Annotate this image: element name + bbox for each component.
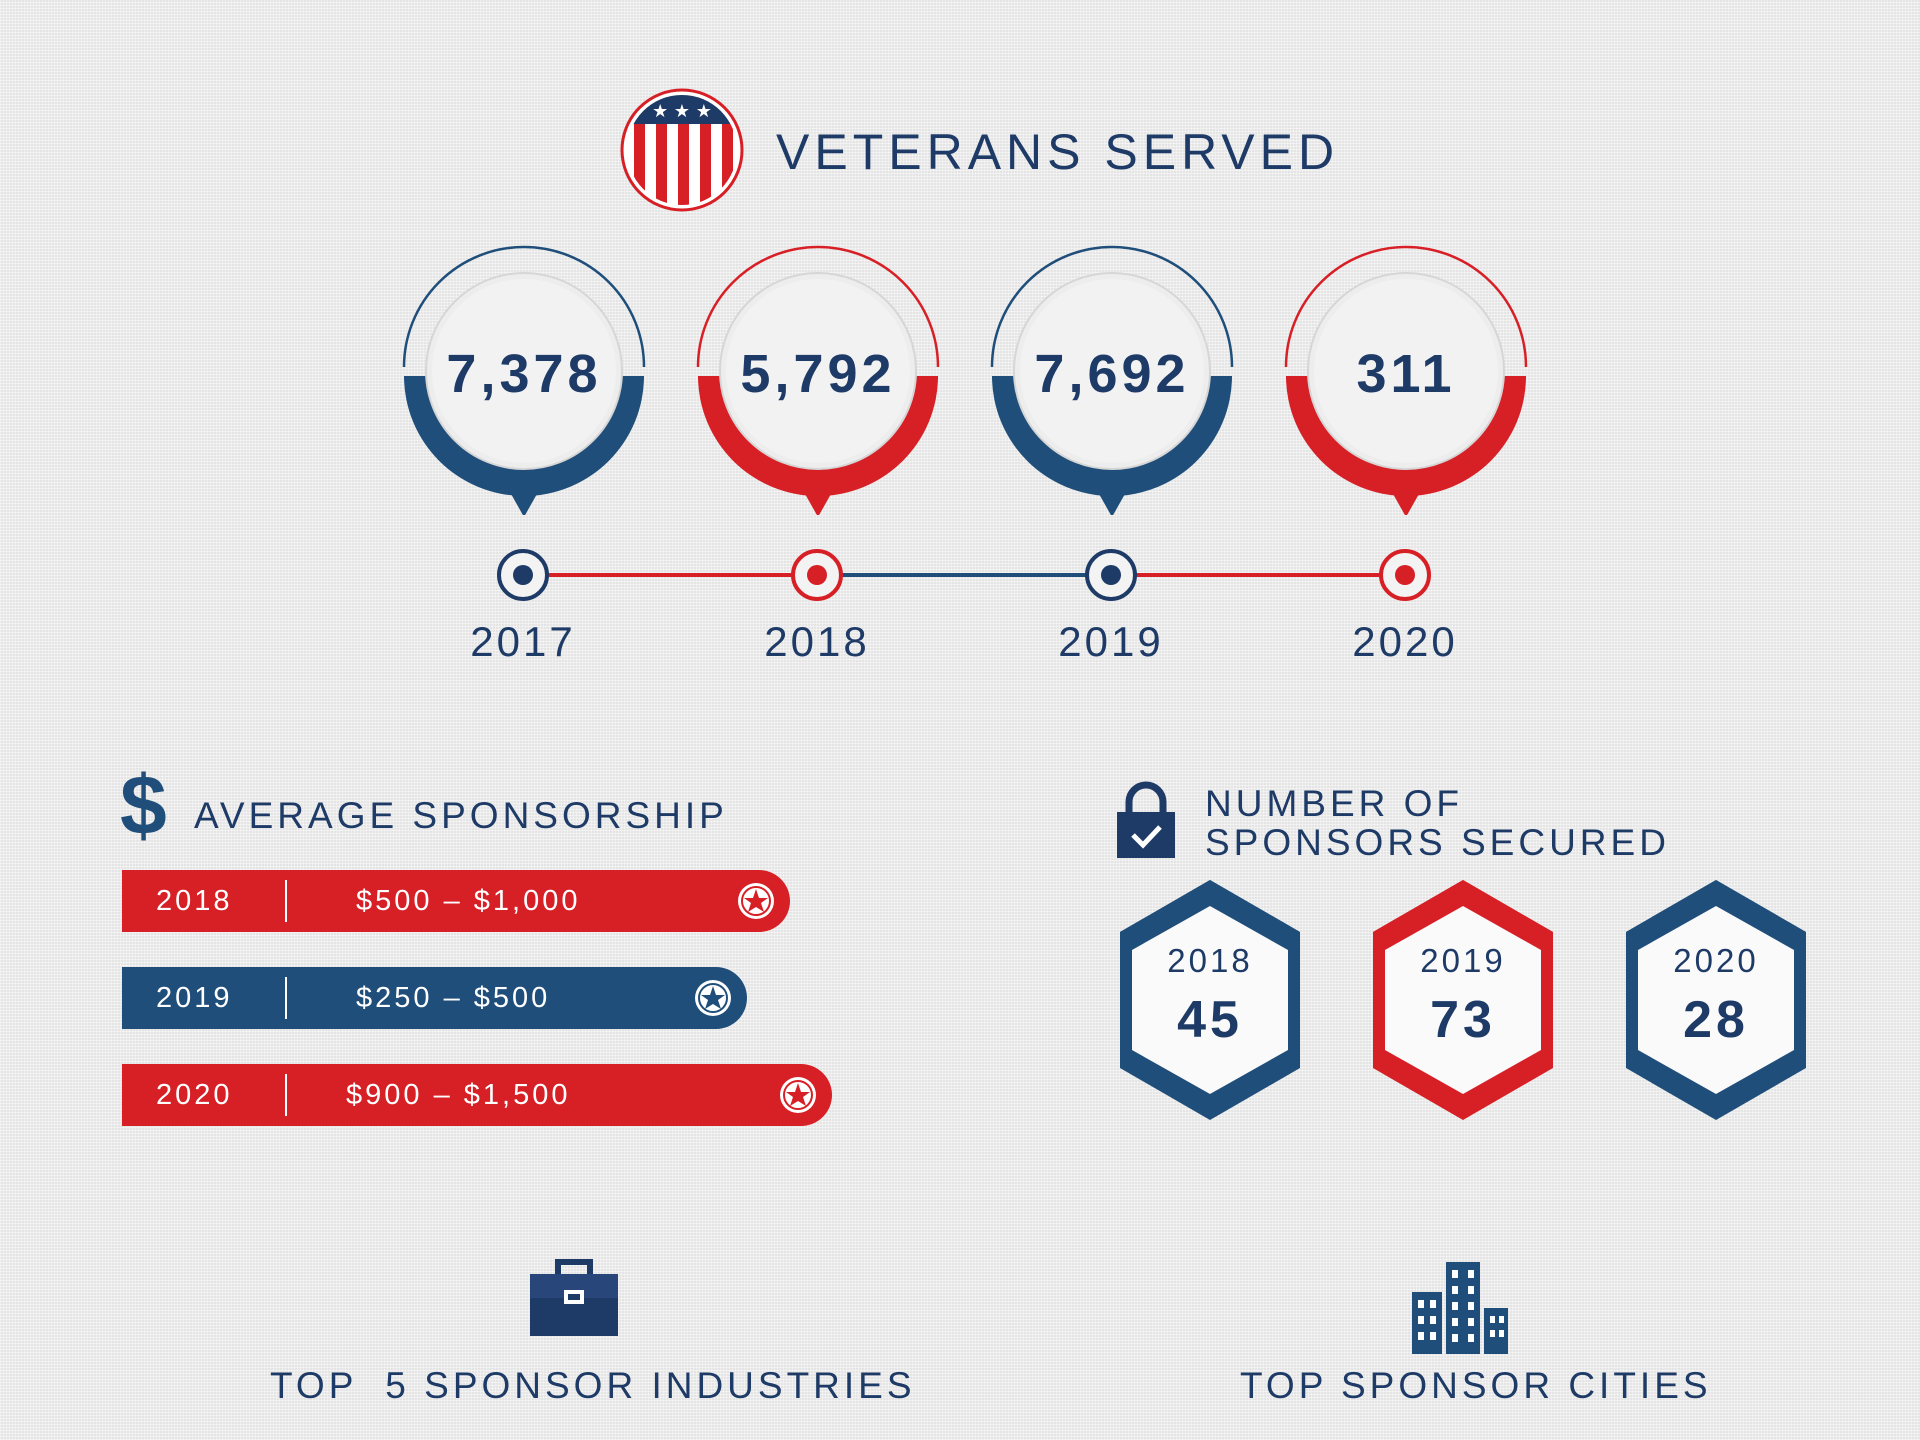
bar-year: 2018	[156, 885, 233, 917]
hexagon-shape	[1626, 880, 1806, 1120]
timeline-dot	[497, 549, 549, 601]
sponsorship-bar: 2019 $250 – $500	[122, 967, 747, 1029]
star-icon	[780, 1077, 816, 1113]
bar-range: $500 – $1,000	[356, 885, 581, 917]
veterans-pin: 5,792	[696, 245, 940, 517]
pin-shape	[1284, 245, 1528, 517]
hexagon-year: 2019	[1420, 942, 1506, 979]
pin-value: 7,692	[1034, 344, 1190, 404]
timeline-year: 2017	[470, 618, 576, 665]
bar-year: 2020	[156, 1079, 233, 1111]
buildings-icon	[1412, 1262, 1508, 1354]
flag-shield-icon: ★ ★ ★	[620, 88, 744, 212]
hexagon-shape	[1373, 880, 1553, 1120]
timeline-year: 2020	[1352, 618, 1458, 665]
timeline-dot	[791, 549, 843, 601]
lock-check-icon	[1117, 781, 1175, 858]
veterans-pin: 311	[1284, 245, 1528, 517]
section-title-line2: SPONSORS SECURED	[1205, 822, 1670, 863]
pin-shape	[696, 245, 940, 517]
hexagon-year: 2020	[1673, 942, 1759, 979]
bar-range: $900 – $1,500	[346, 1079, 571, 1111]
timeline-dot	[1379, 549, 1431, 601]
veterans-pin: 7,692	[990, 245, 1234, 517]
briefcase-icon	[530, 1259, 618, 1336]
pin-shape	[990, 245, 1234, 517]
sponsor-hexagon: 2018 45	[1120, 880, 1300, 1120]
sponsors-secured-section: NUMBER OF SPONSORS SECURED	[1115, 780, 1675, 870]
hexagon-year: 2018	[1167, 942, 1253, 979]
header: ★ ★ ★ VETERANS SERVED	[620, 88, 1334, 212]
bar-year: 2019	[156, 982, 233, 1014]
svg-text:★ ★ ★: ★ ★ ★	[652, 101, 712, 122]
bar-range: $250 – $500	[356, 982, 551, 1014]
hexagon-value: 28	[1683, 991, 1749, 1049]
top-cities-label: TOP SPONSOR CITIES	[1240, 1365, 1712, 1406]
veterans-pin: 7,378	[402, 245, 646, 517]
hexagon-value: 45	[1177, 991, 1243, 1049]
pin-value: 311	[1356, 344, 1456, 404]
bar-divider	[285, 977, 287, 1019]
star-icon	[738, 883, 774, 919]
sponsorship-bar: 2018 $500 – $1,000	[122, 870, 790, 932]
star-icon	[695, 980, 731, 1016]
timeline	[497, 549, 1431, 601]
timeline-year: 2019	[1058, 618, 1164, 665]
hexagon-shape	[1120, 880, 1300, 1120]
pin-shape	[402, 245, 646, 517]
timeline-year: 2018	[764, 618, 870, 665]
sponsor-hexagon: 2020 28	[1626, 880, 1806, 1120]
timeline-dot	[1085, 549, 1137, 601]
hexagon-value: 73	[1430, 991, 1496, 1049]
top-industries-label: TOP 5 SPONSOR INDUSTRIES	[270, 1365, 916, 1406]
bar-divider	[285, 1074, 287, 1116]
average-sponsorship-section: $ AVERAGE SPONSORSHIP	[120, 760, 820, 850]
bar-divider	[285, 880, 287, 922]
pin-value: 5,792	[740, 344, 896, 404]
page-title: VETERANS SERVED	[776, 124, 1340, 180]
section-title: AVERAGE SPONSORSHIP	[194, 795, 728, 836]
sponsor-hexagon: 2019 73	[1373, 880, 1553, 1120]
section-title-line1: NUMBER OF	[1205, 783, 1463, 824]
sponsorship-bar: 2020 $900 – $1,500	[122, 1064, 832, 1126]
dollar-icon: $	[120, 758, 167, 852]
pin-value: 7,378	[446, 344, 602, 404]
